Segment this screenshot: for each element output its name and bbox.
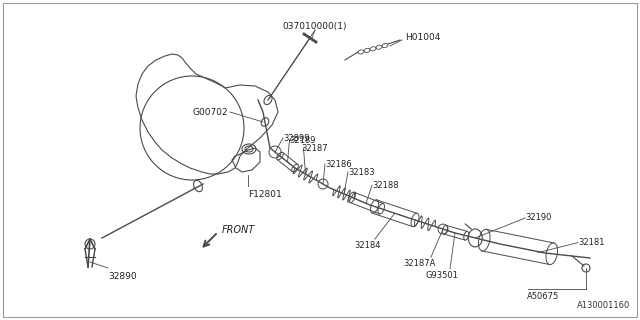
- Text: G93501: G93501: [425, 271, 458, 280]
- Text: 32187A: 32187A: [403, 259, 435, 268]
- Text: H01004: H01004: [405, 34, 440, 43]
- Text: 32181: 32181: [578, 237, 605, 247]
- Text: 32188: 32188: [372, 181, 399, 190]
- Text: A50675: A50675: [527, 292, 559, 301]
- Text: F12801: F12801: [248, 190, 282, 199]
- Text: A130001160: A130001160: [577, 301, 630, 310]
- Text: 32184: 32184: [355, 241, 381, 250]
- Text: 037010000(1): 037010000(1): [283, 22, 348, 31]
- Text: 32190: 32190: [525, 213, 552, 222]
- Text: 32187: 32187: [301, 144, 328, 153]
- Text: G00702: G00702: [193, 108, 228, 117]
- Text: FRONT: FRONT: [222, 225, 255, 235]
- Text: 32899: 32899: [283, 134, 310, 143]
- Text: 32189: 32189: [289, 136, 316, 145]
- Text: 32890: 32890: [108, 272, 136, 281]
- Text: 32186: 32186: [325, 160, 351, 169]
- Text: 32183: 32183: [348, 168, 374, 177]
